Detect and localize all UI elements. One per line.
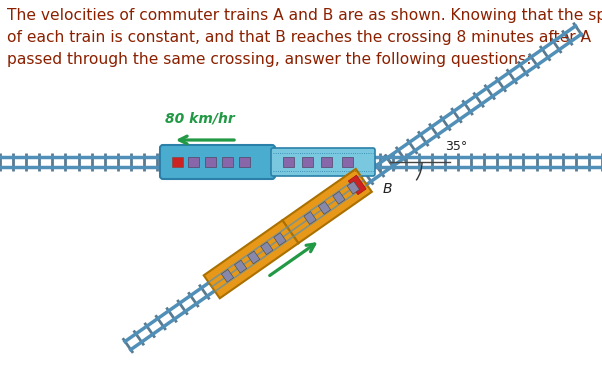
Text: 80 km/hr: 80 km/hr bbox=[166, 112, 235, 126]
Bar bbox=[172, 157, 183, 167]
Polygon shape bbox=[222, 270, 234, 282]
Polygon shape bbox=[247, 251, 260, 264]
Polygon shape bbox=[282, 169, 372, 243]
Polygon shape bbox=[261, 242, 273, 255]
Text: A: A bbox=[168, 145, 178, 159]
Bar bbox=[283, 157, 294, 167]
Text: B: B bbox=[382, 182, 392, 196]
Bar bbox=[222, 157, 233, 167]
Bar bbox=[302, 157, 313, 167]
Bar bbox=[321, 157, 332, 167]
Polygon shape bbox=[203, 220, 299, 298]
FancyBboxPatch shape bbox=[271, 148, 375, 176]
Bar bbox=[342, 157, 353, 167]
Bar bbox=[205, 157, 216, 167]
Text: 35°: 35° bbox=[445, 139, 467, 152]
Polygon shape bbox=[234, 260, 247, 273]
Polygon shape bbox=[349, 175, 366, 195]
Polygon shape bbox=[274, 233, 286, 245]
FancyBboxPatch shape bbox=[160, 145, 275, 179]
Polygon shape bbox=[318, 202, 330, 214]
Polygon shape bbox=[304, 212, 316, 224]
Text: 60 km/h: 60 km/h bbox=[256, 203, 315, 251]
Bar bbox=[188, 157, 199, 167]
Polygon shape bbox=[333, 191, 345, 204]
Polygon shape bbox=[347, 181, 359, 194]
Text: The velocities of commuter trains A and B are as shown. Knowing that the speed
o: The velocities of commuter trains A and … bbox=[7, 8, 602, 68]
Bar bbox=[239, 157, 250, 167]
